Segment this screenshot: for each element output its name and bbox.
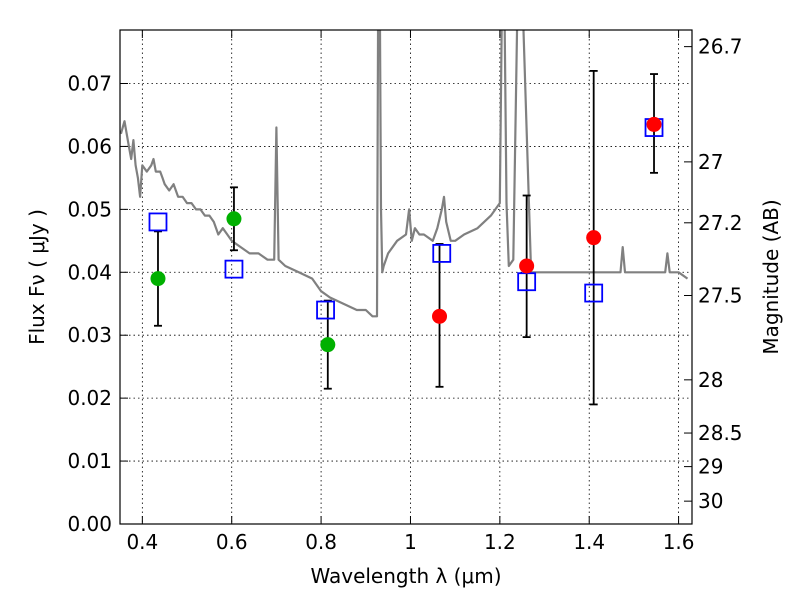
x-tick-label: 1.6 xyxy=(663,530,695,554)
model-square-point xyxy=(432,244,452,263)
x-tick-label: 0.4 xyxy=(126,530,158,554)
x-axis-label: Wavelength λ (μm) xyxy=(310,564,501,588)
y-tick-label: 0.06 xyxy=(67,134,112,158)
y-right-tick-label: 29 xyxy=(698,455,723,479)
y-tick-label: 0.05 xyxy=(67,197,112,221)
y-right-tick-label: 26.7 xyxy=(698,35,743,59)
y-tick-label: 0.00 xyxy=(67,512,112,536)
observed-circle-point xyxy=(586,230,602,246)
x-tick-label: 0.8 xyxy=(305,530,337,554)
observed-circle-point xyxy=(226,211,242,227)
model-square-point xyxy=(316,300,335,320)
observed-circle-point xyxy=(320,337,336,353)
observed-circle-point xyxy=(646,116,662,132)
x-tick-label: 1.2 xyxy=(484,530,516,554)
model-square-point xyxy=(148,212,168,232)
observed-circle-point xyxy=(432,308,448,324)
y-right-axis-label: Magnitude (AB) xyxy=(759,199,783,354)
y-tick-label: 0.03 xyxy=(67,323,112,347)
y-right-tick-label: 28 xyxy=(698,368,723,392)
y-tick-label: 0.07 xyxy=(67,71,112,95)
y-right-tick-label: 27 xyxy=(698,150,723,174)
model-square-point xyxy=(584,283,604,303)
model-square-point xyxy=(224,259,244,279)
spectrum-line xyxy=(120,30,689,318)
marker-layer xyxy=(148,70,664,406)
y-right-tick-label: 27.2 xyxy=(698,211,743,235)
observed-circle-point xyxy=(150,271,166,287)
observed-circle-point xyxy=(519,258,535,274)
x-tick-label: 0.6 xyxy=(216,530,248,554)
y-tick-label: 0.02 xyxy=(67,386,112,410)
plot-frame xyxy=(119,29,693,525)
x-tick-label: 1.4 xyxy=(573,530,605,554)
y-right-tick-label: 30 xyxy=(698,489,723,513)
y-axis-label: Flux Fν ( μJy ) xyxy=(25,209,49,345)
x-tick-label: 1 xyxy=(404,530,417,554)
y-right-tick-label: 28.5 xyxy=(698,421,743,445)
ticks: 0.4 0.6 0.8 1 1.2 1.4 1.6 0.00 0.01 0.02 0.03 0.04 0… xyxy=(67,30,743,554)
data-layer xyxy=(120,30,689,318)
y-right-tick-label: 27.5 xyxy=(698,284,743,308)
grid xyxy=(120,30,692,525)
y-tick-label: 0.04 xyxy=(67,260,112,284)
y-tick-label: 0.01 xyxy=(67,449,112,473)
